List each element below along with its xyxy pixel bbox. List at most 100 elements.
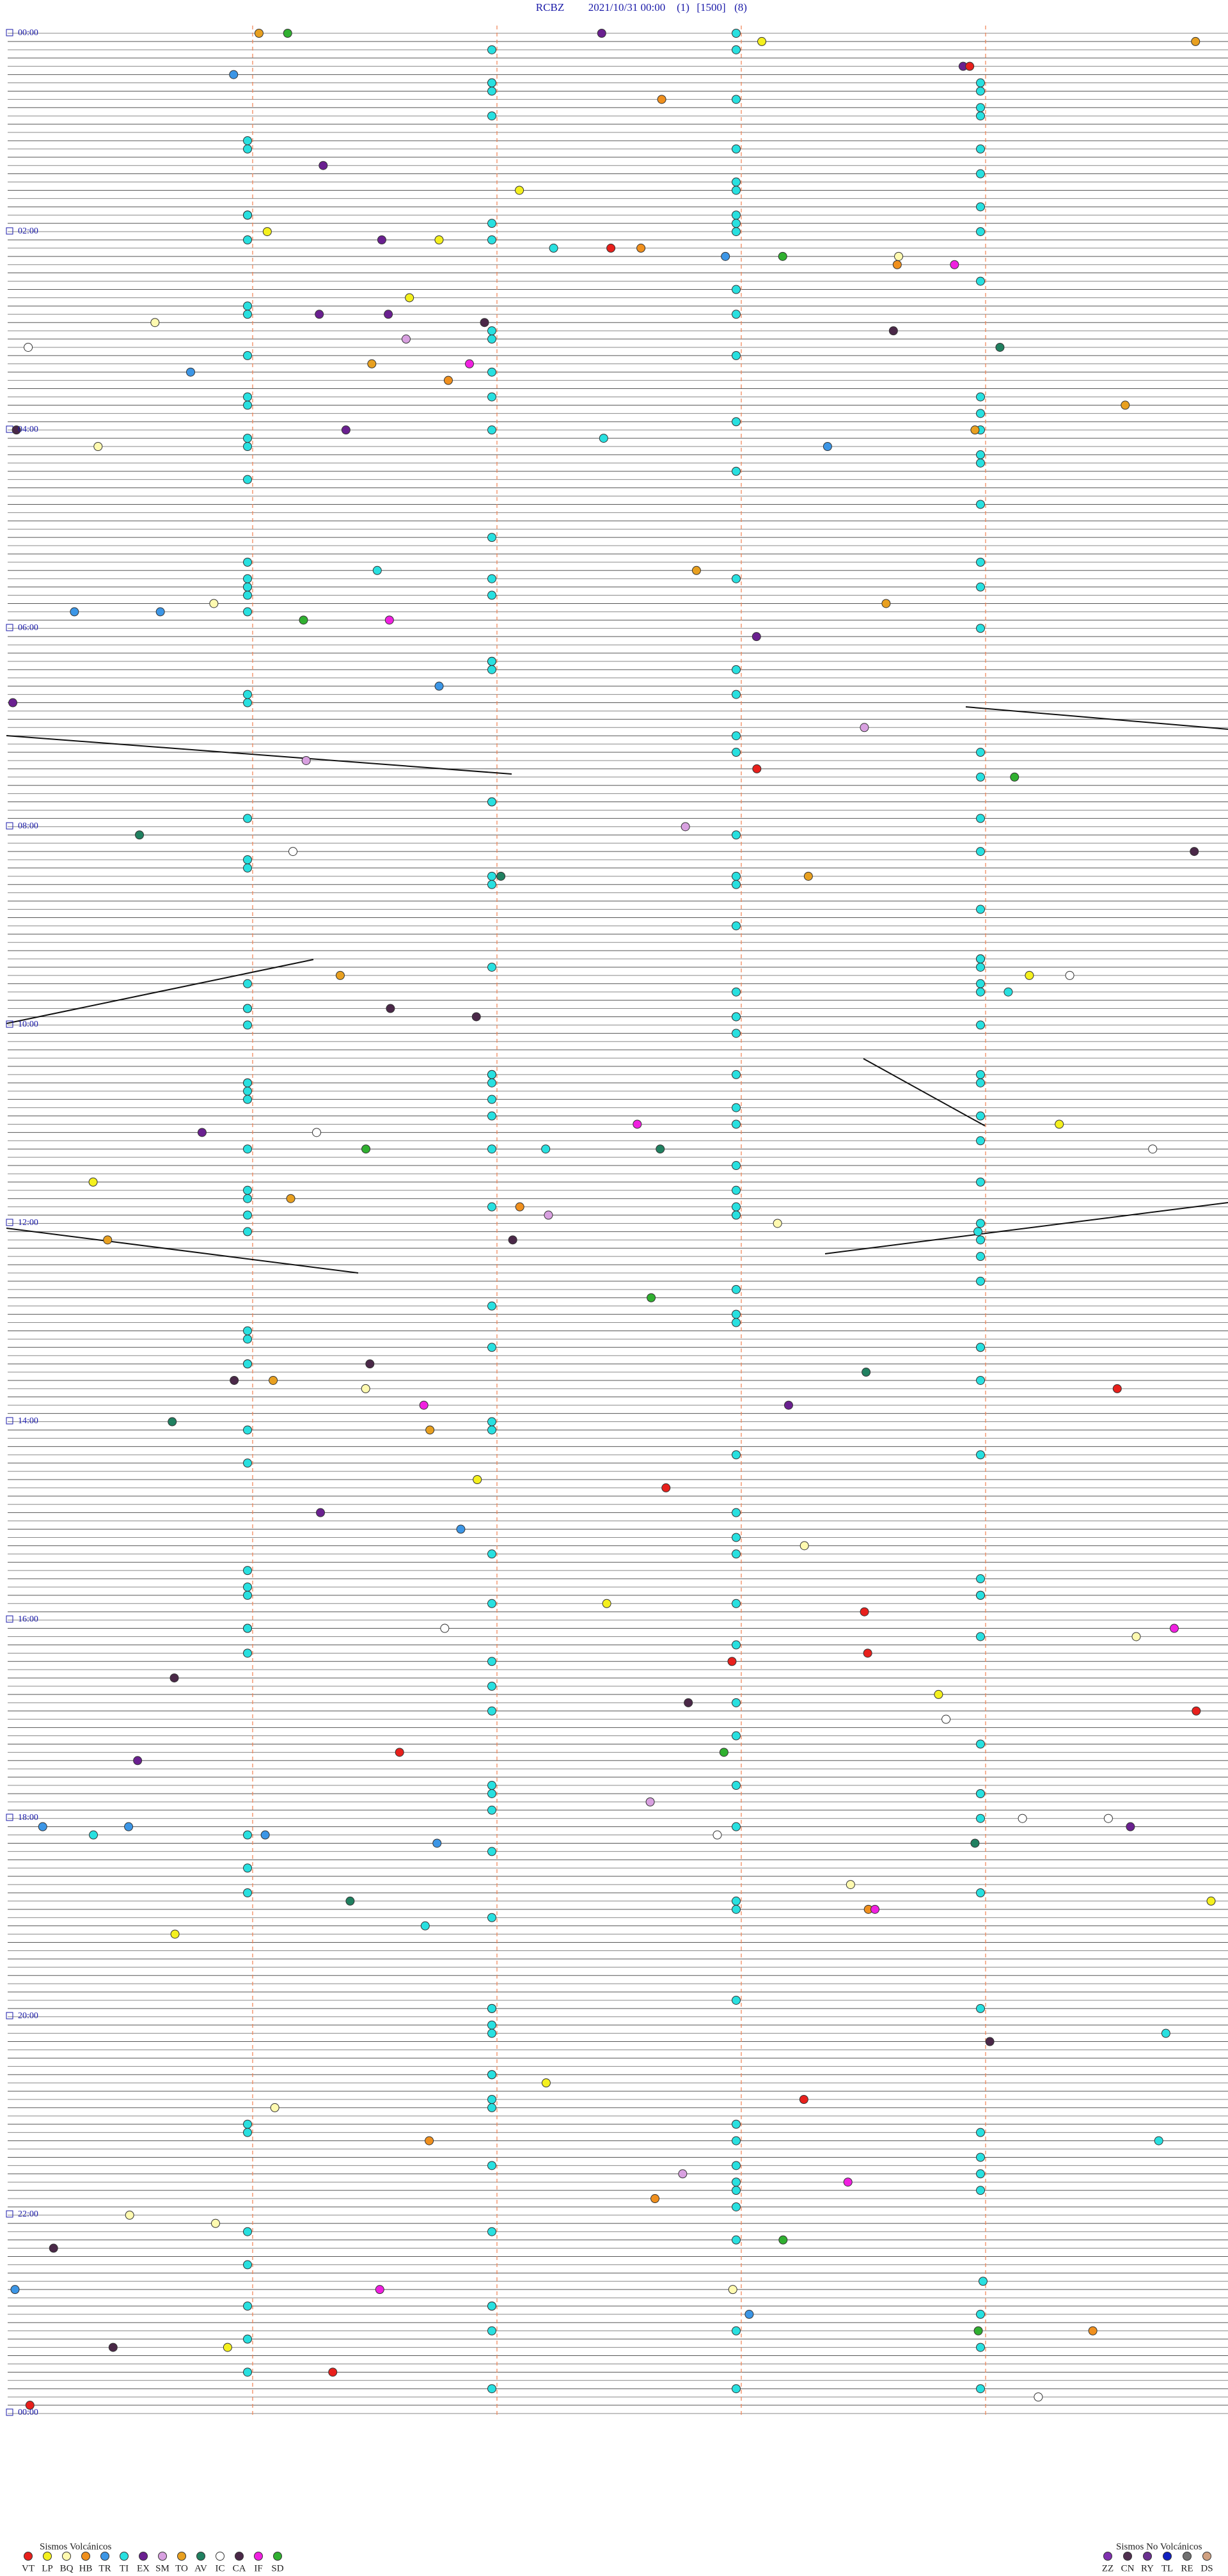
event bbox=[544, 1210, 553, 1220]
event bbox=[243, 2334, 252, 2344]
event bbox=[783, 1400, 793, 1410]
event bbox=[243, 1086, 252, 1096]
event bbox=[243, 1582, 252, 1592]
event bbox=[721, 251, 730, 261]
legend-label: CN bbox=[1121, 2563, 1135, 2573]
time-marker bbox=[6, 2408, 13, 2416]
event bbox=[732, 1640, 741, 1650]
event bbox=[262, 227, 272, 237]
event bbox=[1191, 36, 1200, 46]
event bbox=[210, 2218, 220, 2228]
event bbox=[243, 2119, 252, 2129]
drift-trace bbox=[824, 1202, 1228, 1254]
legend-label: DS bbox=[1200, 2563, 1213, 2573]
event bbox=[691, 565, 701, 575]
event bbox=[732, 2326, 741, 2335]
legend-marker bbox=[196, 2552, 205, 2561]
event bbox=[727, 1657, 737, 1666]
time-label: 22:00 bbox=[18, 2209, 38, 2219]
drift-trace bbox=[863, 1058, 986, 1126]
event bbox=[888, 326, 898, 336]
param: (8) bbox=[734, 1, 747, 13]
event bbox=[976, 624, 985, 633]
event bbox=[230, 1375, 239, 1385]
event bbox=[732, 2119, 741, 2129]
time-label: 14:00 bbox=[18, 1416, 38, 1426]
event bbox=[443, 375, 453, 385]
event bbox=[549, 243, 558, 253]
legend-label: IF bbox=[254, 2563, 262, 2573]
event bbox=[487, 1706, 496, 1716]
legend-label: ZZ bbox=[1102, 2563, 1114, 2573]
event bbox=[243, 136, 252, 145]
event bbox=[487, 1343, 496, 1352]
event bbox=[732, 1599, 741, 1608]
time-label: 12:00 bbox=[18, 1218, 38, 1228]
event bbox=[995, 342, 1005, 352]
event bbox=[487, 574, 496, 583]
event bbox=[712, 1830, 722, 1840]
event bbox=[732, 351, 741, 360]
event bbox=[732, 880, 741, 889]
event bbox=[1131, 1632, 1141, 1641]
legend-marker bbox=[81, 2552, 90, 2561]
event bbox=[976, 2384, 985, 2394]
event bbox=[88, 1177, 98, 1187]
event bbox=[243, 434, 252, 443]
event bbox=[976, 847, 985, 857]
event bbox=[487, 2070, 496, 2080]
event bbox=[976, 1177, 985, 1187]
event bbox=[243, 392, 252, 402]
event bbox=[508, 1235, 517, 1245]
event bbox=[487, 871, 496, 881]
event bbox=[487, 2302, 496, 2311]
event bbox=[243, 210, 252, 220]
event bbox=[976, 103, 985, 113]
event bbox=[732, 285, 741, 294]
event bbox=[941, 1714, 951, 1724]
time-label: 00:00 bbox=[18, 28, 38, 38]
event bbox=[976, 86, 985, 96]
event bbox=[757, 36, 767, 46]
event bbox=[732, 1210, 741, 1220]
event bbox=[732, 95, 741, 104]
event bbox=[70, 607, 79, 617]
event bbox=[732, 177, 741, 187]
legend-label: TR bbox=[98, 2563, 111, 2573]
event bbox=[335, 970, 345, 980]
event bbox=[976, 1252, 985, 1261]
event bbox=[732, 871, 741, 881]
event bbox=[657, 95, 666, 104]
event bbox=[269, 1375, 278, 1385]
event bbox=[976, 1632, 985, 1641]
time-label: 18:00 bbox=[18, 1813, 38, 1822]
event bbox=[440, 1624, 450, 1633]
event bbox=[870, 1904, 879, 1914]
event bbox=[1161, 2028, 1170, 2038]
event bbox=[243, 1334, 252, 1344]
event bbox=[386, 1004, 395, 1013]
event bbox=[732, 574, 741, 583]
legend-label: RY bbox=[1141, 2563, 1154, 2573]
event bbox=[432, 1838, 442, 1848]
event bbox=[260, 1830, 270, 1840]
event bbox=[223, 2343, 232, 2352]
time-label: 08:00 bbox=[18, 821, 38, 831]
time-label: 10:00 bbox=[18, 1020, 38, 1029]
event bbox=[976, 1235, 985, 1245]
event bbox=[197, 1128, 207, 1137]
event bbox=[894, 251, 904, 261]
event bbox=[976, 772, 985, 782]
event bbox=[803, 871, 813, 881]
event bbox=[684, 1698, 693, 1707]
event bbox=[283, 29, 292, 38]
event bbox=[487, 2103, 496, 2112]
legend-label: CA bbox=[233, 2563, 246, 2573]
legend-marker bbox=[1103, 2552, 1112, 2561]
event bbox=[487, 1094, 496, 1104]
event bbox=[732, 987, 741, 997]
event bbox=[773, 1219, 782, 1228]
event bbox=[456, 1524, 466, 1534]
event bbox=[732, 1896, 741, 1906]
event bbox=[487, 1111, 496, 1121]
